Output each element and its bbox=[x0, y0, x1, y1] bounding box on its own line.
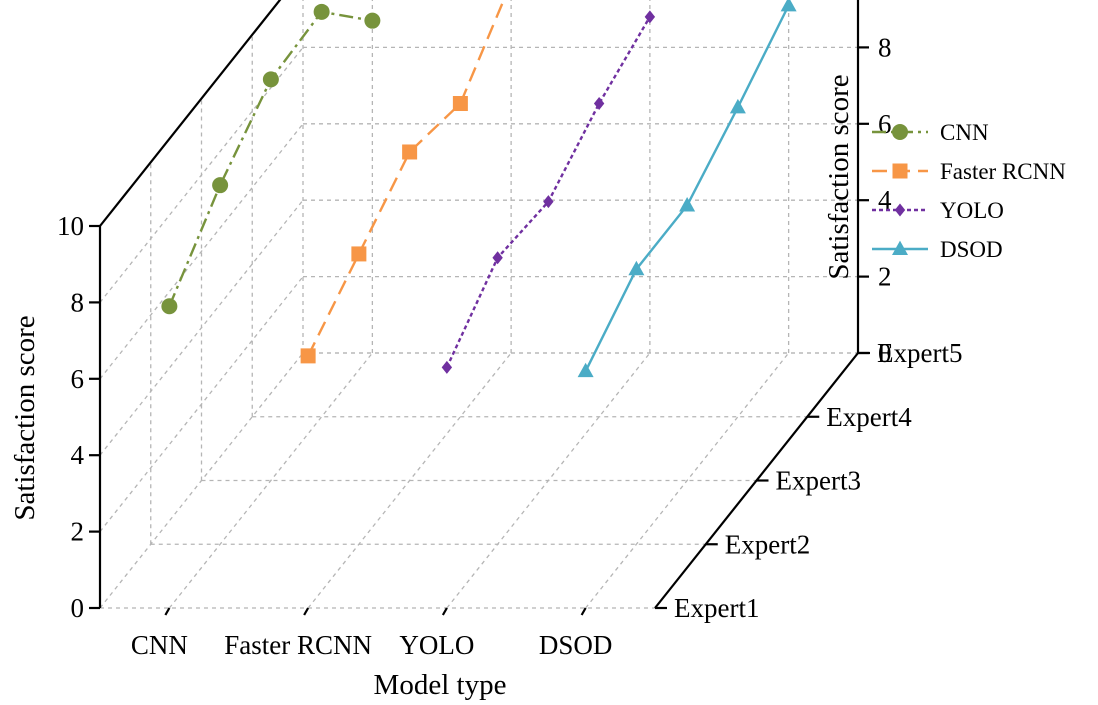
legend-label: CNN bbox=[940, 120, 989, 145]
data-point bbox=[628, 260, 645, 276]
z-tick-label-back: 0 bbox=[878, 338, 892, 368]
data-point bbox=[780, 0, 797, 12]
z-tick-label-back: 2 bbox=[878, 262, 892, 292]
legend-label: YOLO bbox=[940, 198, 1004, 223]
z-tick-label-front: 8 bbox=[71, 287, 85, 317]
z-tick-label-back: 6 bbox=[878, 109, 892, 139]
y-tick-label: Expert4 bbox=[826, 402, 912, 432]
z-tick-label-front: 10 bbox=[57, 211, 84, 241]
series-line-1 bbox=[307, 0, 506, 357]
x-axis-title: Model type bbox=[374, 669, 507, 701]
z-tick-label-front: 2 bbox=[71, 517, 85, 547]
z-tick-label-front: 6 bbox=[71, 364, 85, 394]
grid-floor-x bbox=[585, 352, 790, 609]
data-point bbox=[543, 195, 554, 209]
series-layer bbox=[161, 0, 797, 378]
x-tick-label: CNN bbox=[131, 630, 188, 660]
y-tick-label: Expert1 bbox=[674, 593, 759, 623]
legend-marker bbox=[892, 163, 908, 179]
z-axis-title-back: Satisfaction score bbox=[823, 74, 855, 279]
legend-marker bbox=[894, 203, 906, 217]
legend-marker bbox=[892, 240, 908, 255]
z-tick-label-back: 4 bbox=[878, 185, 892, 215]
data-point bbox=[452, 96, 468, 112]
y-tick-label: Expert2 bbox=[725, 529, 810, 559]
grid-left-z bbox=[99, 123, 304, 380]
data-point bbox=[644, 10, 656, 24]
grid-left-z bbox=[99, 276, 304, 533]
x-tick-label: DSOD bbox=[539, 630, 613, 660]
x-tick bbox=[164, 607, 171, 616]
legend-label: DSOD bbox=[940, 237, 1003, 262]
legend: CNN Faster RCNN YOLO DSOD bbox=[872, 120, 1066, 262]
series-line-2 bbox=[445, 16, 651, 368]
data-point bbox=[262, 71, 279, 88]
data-point bbox=[300, 348, 316, 364]
z-tick-label-back: 8 bbox=[878, 32, 892, 62]
data-point bbox=[577, 362, 594, 378]
z-tick-label-front: 4 bbox=[71, 440, 85, 470]
y-tick-label: Expert5 bbox=[877, 338, 962, 368]
data-point bbox=[441, 360, 453, 374]
ticks-layer: 02468100246810Expert1Expert2Expert3Exper… bbox=[57, 32, 962, 660]
x-tick-label: YOLO bbox=[399, 630, 474, 660]
legend-label: Faster RCNN bbox=[940, 159, 1066, 184]
data-point bbox=[593, 97, 605, 111]
z-axis-title-front: Satisfaction score bbox=[9, 315, 41, 520]
data-point bbox=[492, 251, 503, 265]
data-point bbox=[212, 177, 229, 194]
grid-layer bbox=[99, 0, 858, 609]
data-point bbox=[161, 298, 178, 315]
x-tick bbox=[441, 607, 448, 616]
data-point bbox=[679, 197, 696, 212]
x-tick-label: Faster RCNN bbox=[224, 630, 372, 660]
top-edge-left bbox=[99, 0, 282, 227]
z-tick-label-front: 0 bbox=[71, 593, 85, 623]
grid-floor-x bbox=[168, 352, 373, 609]
data-point bbox=[351, 246, 367, 262]
data-point bbox=[729, 98, 746, 114]
series-line-0 bbox=[168, 10, 373, 307]
legend-marker bbox=[892, 124, 908, 140]
series-line-3 bbox=[584, 4, 790, 372]
data-point bbox=[402, 144, 418, 160]
data-point bbox=[364, 12, 381, 29]
axes-layer bbox=[98, 0, 860, 609]
x-tick bbox=[303, 607, 310, 616]
x-tick bbox=[580, 607, 587, 616]
y-tick-label: Expert3 bbox=[776, 466, 861, 496]
data-point bbox=[313, 3, 330, 20]
